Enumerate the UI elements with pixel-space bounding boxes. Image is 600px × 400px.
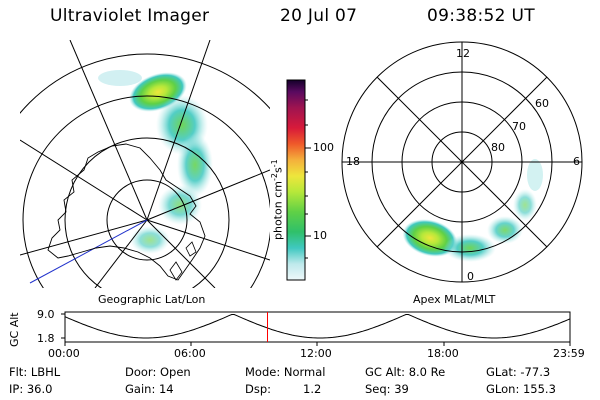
geographic-map: [20, 40, 270, 288]
door-info: Door: Open: [125, 365, 191, 379]
dsp-label: Dsp:: [245, 382, 272, 396]
glat-info: GLat: -77.3: [486, 365, 551, 379]
colorbar-tick-10: 10: [313, 229, 327, 242]
aurora-emission-geographic: [98, 70, 213, 254]
colorbar-tick-100: 100: [313, 141, 334, 154]
mlat-label-80: 80: [491, 141, 505, 154]
timeline-xtick: 00:00: [48, 347, 80, 360]
mlt-label-18: 18: [346, 155, 360, 168]
altitude-curve: [64, 314, 571, 339]
ip-info: IP: 36.0: [9, 382, 53, 396]
glon-info: GLon: 155.3: [486, 382, 556, 396]
timeline-xtick: 23:59: [553, 347, 585, 360]
filter-info: Flt: LBHL: [9, 365, 61, 379]
mlt-label-0: 0: [467, 270, 474, 283]
mlat-label-70: 70: [512, 120, 526, 133]
colorbar: [286, 79, 306, 281]
timeline-ytick-min: 1.8: [37, 332, 55, 345]
seq-info: Seq: 39: [365, 382, 409, 396]
geographic-panel-label: Geographic Lat/Lon: [98, 293, 206, 306]
instrument-title: Ultraviolet Imager: [50, 6, 210, 26]
timeline-xtick: 18:00: [427, 347, 459, 360]
gc-alt-info: GC Alt: 8.0 Re: [365, 365, 446, 379]
timeline-xtick: 12:00: [300, 347, 332, 360]
observation-time: 09:38:52 UT: [427, 6, 535, 26]
mlat-label-60: 60: [535, 97, 549, 110]
timeline-ylabel: GC Alt: [8, 312, 21, 347]
observation-date: 20 Jul 07: [280, 6, 358, 26]
apex-polar-plot: [341, 41, 583, 283]
timeline-ytick-max: 9.0: [37, 308, 55, 321]
mlt-label-12: 12: [456, 47, 470, 60]
dsp-value: 1.2: [303, 382, 322, 396]
mode-info: Mode: Normal: [245, 365, 326, 379]
altitude-timeline: [61, 311, 571, 346]
colorbar-unit-label: photon cm-2s-1: [270, 159, 285, 240]
timeline-xtick: 06:00: [174, 347, 206, 360]
aurora-emission-apex: [402, 159, 543, 262]
coastline: [47, 143, 206, 281]
mlt-label-6: 6: [573, 155, 580, 168]
gain-info: Gain: 14: [125, 382, 174, 396]
apex-panel-label: Apex MLat/MLT: [413, 293, 496, 306]
